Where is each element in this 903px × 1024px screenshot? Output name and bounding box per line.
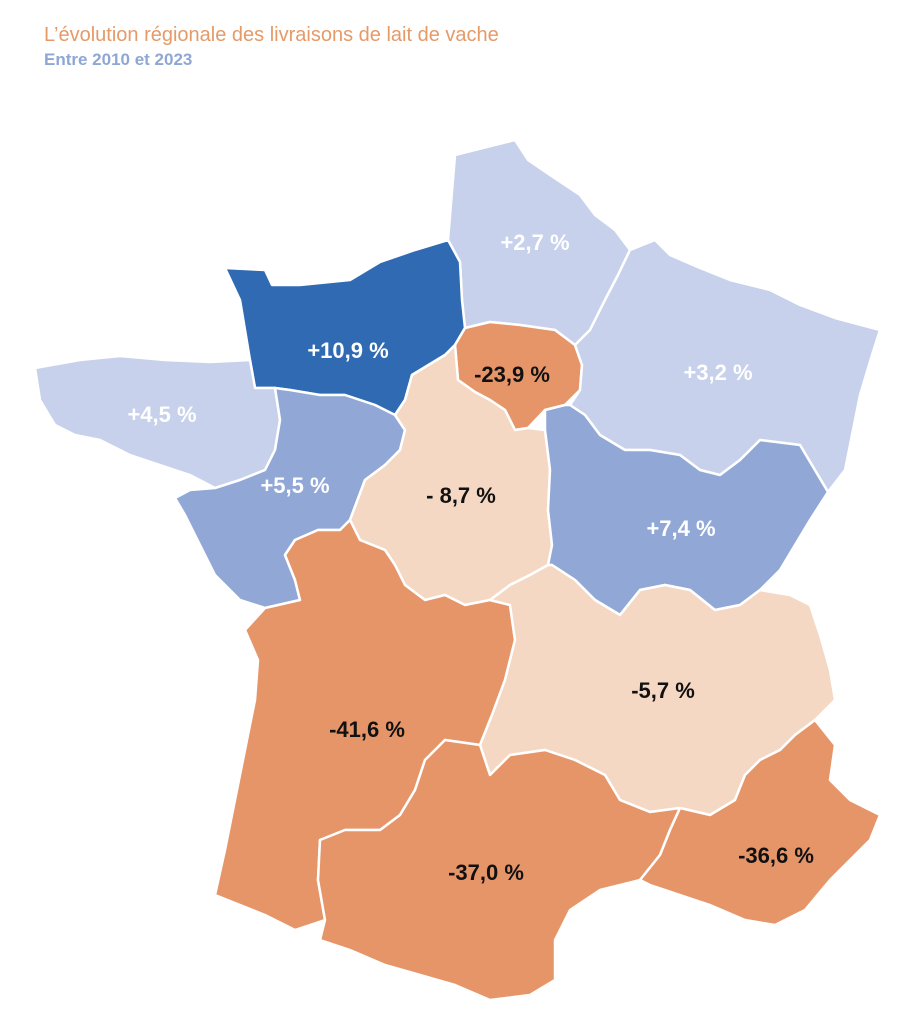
- label-bourgogne-franche-comte: +7,4 %: [646, 516, 715, 541]
- label-normandie: +10,9 %: [307, 338, 388, 363]
- label-pays-de-la-loire: +5,5 %: [260, 473, 329, 498]
- label-auvergne-rhone-alpes: -5,7 %: [631, 678, 695, 703]
- map-title: L’évolution régionale des livraisons de …: [44, 24, 499, 46]
- label-grand-est: +3,2 %: [683, 360, 752, 385]
- label-centre-val-de-loire: - 8,7 %: [426, 483, 496, 508]
- map-subtitle: Entre 2010 et 2023: [44, 50, 193, 69]
- label-hauts-de-france: +2,7 %: [500, 230, 569, 255]
- label-bretagne: +4,5 %: [127, 402, 196, 427]
- region-occitanie[interactable]: [316, 738, 682, 1002]
- region-provence-alpes-cote-dazur[interactable]: [638, 718, 882, 927]
- label-provence-alpes-cote-dazur: -36,6 %: [738, 843, 814, 868]
- label-occitanie: -37,0 %: [448, 860, 524, 885]
- label-ile-de-france: -23,9 %: [474, 362, 550, 387]
- label-nouvelle-aquitaine: -41,6 %: [329, 717, 405, 742]
